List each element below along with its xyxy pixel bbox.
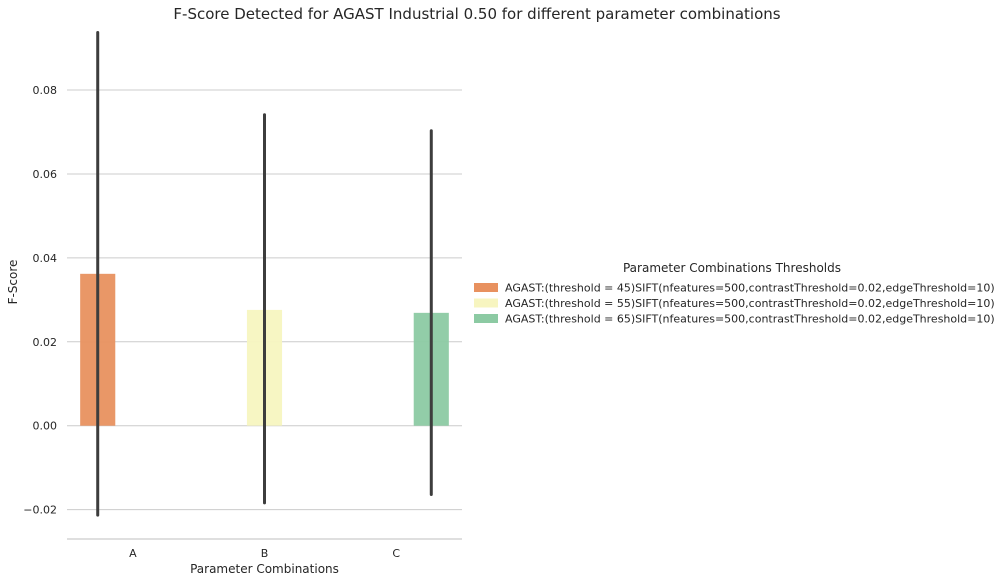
y-tick-label: 0.08: [33, 84, 58, 97]
legend-entry: AGAST:(threshold = 45)SIFT(nfeatures=500…: [505, 282, 995, 295]
legend-swatch: [474, 283, 498, 292]
legend-swatch: [474, 298, 498, 308]
error-bars: [96, 31, 433, 517]
y-tick-label: 0.02: [33, 336, 58, 349]
y-tick-label: −0.02: [23, 504, 57, 517]
y-axis-ticks: −0.02 0.00 0.02 0.04 0.06 0.08: [23, 84, 57, 517]
x-tick-label: B: [261, 547, 269, 560]
y-axis-label: F-Score: [6, 260, 20, 305]
x-tick-label: C: [392, 547, 400, 560]
chart-title: F-Score Detected for AGAST Industrial 0.…: [173, 5, 780, 23]
x-tick-label: A: [129, 547, 137, 560]
y-tick-label: 0.06: [33, 168, 58, 181]
x-axis-label: Parameter Combinations: [190, 562, 339, 576]
legend-entry: AGAST:(threshold = 55)SIFT(nfeatures=500…: [505, 297, 995, 310]
y-tick-label: 0.04: [33, 252, 58, 265]
legend-swatch: [474, 314, 498, 323]
legend-entry: AGAST:(threshold = 65)SIFT(nfeatures=500…: [505, 313, 995, 326]
x-axis-ticks: A B C: [129, 547, 400, 560]
legend-title: Parameter Combinations Thresholds: [623, 261, 841, 275]
y-tick-label: 0.00: [33, 420, 58, 433]
legend: Parameter Combinations Thresholds AGAST:…: [474, 261, 995, 326]
